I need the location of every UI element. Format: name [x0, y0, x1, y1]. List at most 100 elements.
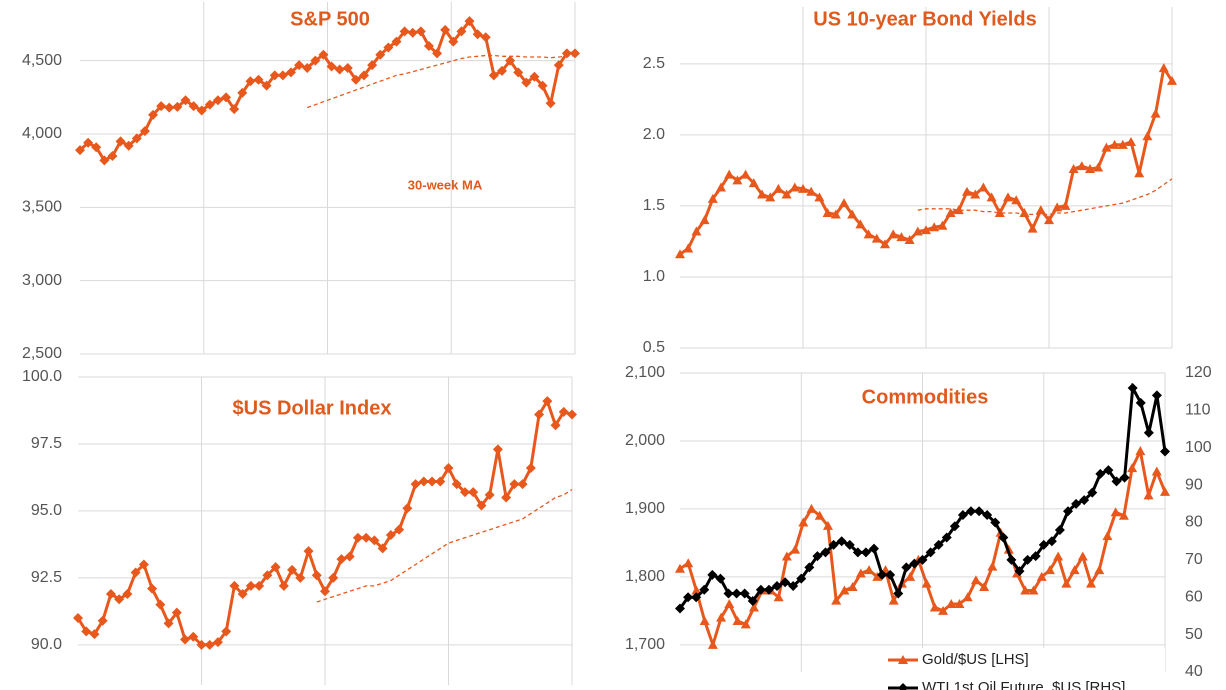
- marker: [1103, 465, 1114, 476]
- marker: [970, 189, 981, 199]
- y2-tick-label: 80: [1185, 514, 1203, 531]
- marker: [534, 409, 545, 420]
- marker: [245, 580, 256, 591]
- marker: [1119, 472, 1130, 483]
- legend-label: WTI 1st Oil Future, $US [RHS]: [922, 679, 1125, 690]
- marker: [773, 183, 784, 193]
- marker: [1038, 539, 1049, 550]
- marker: [839, 198, 849, 208]
- marker: [755, 584, 766, 595]
- marker: [138, 559, 149, 570]
- y-tick-label: 2,500: [22, 345, 62, 362]
- marker: [440, 24, 451, 35]
- marker: [294, 60, 305, 71]
- marker: [1151, 466, 1162, 476]
- moving-average: [316, 488, 573, 603]
- marker: [204, 639, 215, 650]
- marker: [456, 26, 467, 37]
- marker: [550, 420, 561, 431]
- marker: [435, 476, 446, 487]
- y-tick-label: 100.0: [22, 368, 62, 385]
- marker: [683, 592, 694, 603]
- marker: [148, 109, 159, 120]
- marker: [748, 178, 759, 188]
- marker: [513, 67, 524, 78]
- marker: [1028, 585, 1039, 595]
- marker: [962, 186, 972, 196]
- marker: [888, 595, 899, 605]
- marker: [459, 487, 470, 498]
- marker: [525, 463, 536, 474]
- marker: [1006, 554, 1017, 565]
- marker: [855, 219, 866, 229]
- marker: [1126, 136, 1136, 146]
- marker: [89, 629, 100, 640]
- marker: [385, 530, 396, 541]
- marker: [423, 41, 434, 51]
- marker: [864, 565, 875, 575]
- marker: [691, 592, 702, 603]
- marker: [831, 595, 842, 605]
- marker: [75, 145, 85, 156]
- marker: [492, 444, 503, 455]
- marker: [295, 572, 306, 583]
- marker: [180, 95, 191, 106]
- marker: [476, 500, 487, 511]
- marker: [352, 532, 363, 543]
- marker: [1134, 168, 1145, 178]
- marker: [905, 571, 916, 581]
- marker: [204, 99, 215, 110]
- marker: [945, 208, 956, 218]
- marker: [747, 595, 758, 606]
- marker: [1127, 463, 1138, 473]
- marker: [262, 570, 273, 581]
- marker: [716, 612, 727, 622]
- marker: [1085, 163, 1095, 173]
- marker: [683, 558, 694, 568]
- marker: [946, 599, 957, 609]
- marker: [765, 192, 776, 202]
- marker: [287, 564, 298, 575]
- y2-tick-label: 50: [1185, 626, 1203, 643]
- marker: [1035, 205, 1046, 215]
- marker: [229, 104, 240, 115]
- y2-tick-label: 60: [1185, 588, 1203, 605]
- marker: [123, 140, 134, 151]
- marker: [731, 588, 742, 599]
- marker: [929, 602, 940, 612]
- marker: [740, 169, 751, 179]
- marker: [1095, 468, 1106, 479]
- marker: [1094, 565, 1105, 575]
- marker: [472, 29, 483, 40]
- marker: [196, 639, 207, 650]
- marker: [399, 26, 410, 37]
- y-tick-label: 1.0: [643, 268, 665, 285]
- marker: [237, 87, 248, 98]
- marker: [278, 580, 289, 591]
- marker: [925, 547, 936, 558]
- y-tick-label: 1.5: [643, 197, 665, 214]
- marker: [229, 580, 240, 591]
- marker: [863, 229, 874, 239]
- marker: [334, 64, 345, 75]
- marker: [732, 616, 743, 626]
- chart-title: US 10-year Bond Yields: [813, 8, 1036, 30]
- marker: [488, 70, 499, 81]
- marker: [1167, 75, 1177, 85]
- marker: [155, 599, 166, 610]
- marker: [1158, 63, 1169, 73]
- marker: [912, 226, 923, 236]
- marker: [901, 562, 912, 573]
- marker: [1011, 195, 1022, 205]
- marker: [1030, 551, 1041, 562]
- y-tick-label: 2.0: [643, 126, 665, 143]
- marker: [415, 26, 426, 37]
- marker: [342, 63, 353, 73]
- marker: [836, 536, 847, 547]
- marker: [196, 105, 207, 116]
- marker: [545, 98, 556, 109]
- marker: [484, 489, 495, 500]
- marker: [448, 36, 459, 47]
- y2-tick-label: 90: [1185, 476, 1203, 493]
- marker: [285, 67, 296, 78]
